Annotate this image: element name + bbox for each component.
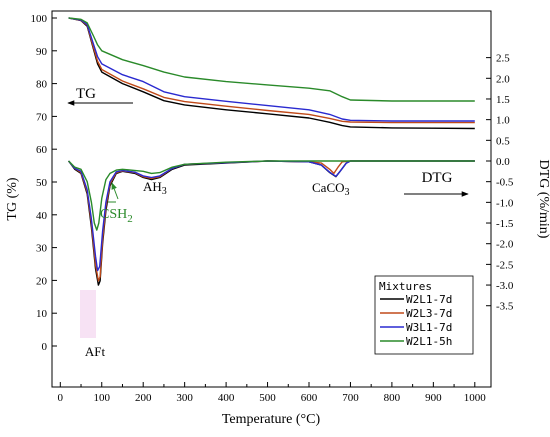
x-tick-label: 800 bbox=[384, 392, 401, 404]
dtg-line-w2l1-5h bbox=[68, 160, 475, 231]
tg-line-w3l1-7d bbox=[68, 17, 475, 122]
legend-label-w2l1-5h: W2L1-5h bbox=[406, 335, 452, 348]
y-left-tick-label: 10 bbox=[36, 308, 48, 320]
y-right-tick-label: -2.5 bbox=[496, 259, 514, 271]
dtg-line-w3l1-7d bbox=[68, 160, 475, 272]
y-right-tick-label: -2.0 bbox=[496, 239, 514, 251]
y-left-tick-label: 90 bbox=[36, 46, 48, 58]
aft-highlight-band bbox=[80, 290, 96, 338]
caco3-label-text: CaCO3 bbox=[312, 180, 350, 198]
caco3-label-main: CaCO bbox=[312, 180, 345, 195]
legend-label-w3l1-7d: W3L1-7d bbox=[406, 321, 452, 334]
y-right-tick-label: 0.5 bbox=[496, 135, 510, 147]
tg-line-w2l3-7d bbox=[68, 17, 475, 124]
caco3-label-sub: 3 bbox=[345, 187, 350, 198]
csh2-label: CSH2 bbox=[100, 207, 133, 225]
y-left-tick-label: 0 bbox=[42, 341, 48, 353]
y-left-tick-label: 80 bbox=[36, 79, 48, 91]
y-left-tick-label: 40 bbox=[36, 210, 48, 222]
ah3-label-sub: 3 bbox=[162, 186, 167, 197]
y-right-axis-label: DTG (%/min) bbox=[536, 160, 550, 239]
plot-frame bbox=[51, 10, 492, 388]
dtg-annotation: DTG bbox=[422, 170, 453, 186]
x-tick-label: 1000 bbox=[464, 392, 487, 404]
x-tick-label: 300 bbox=[176, 392, 193, 404]
x-tick-label: 200 bbox=[135, 392, 152, 404]
tg-annotation: TG bbox=[76, 86, 96, 102]
x-tick-label: 0 bbox=[58, 392, 64, 404]
y-left-axis-label: TG (%) bbox=[5, 177, 20, 220]
ticks-layer: 0 100 200 300 400 500 600 700 800 900 1000 0 10 20 30 4… bbox=[31, 13, 514, 404]
y-left-tick-label: 30 bbox=[36, 243, 48, 255]
y-right-tick-label: -1.5 bbox=[496, 218, 514, 230]
dtg-line-w2l3-7d bbox=[68, 160, 475, 282]
y-left-tick-label: 20 bbox=[36, 275, 48, 287]
tg-line-w2l1-7d bbox=[68, 17, 475, 130]
y-left-tick-label: 70 bbox=[36, 111, 48, 123]
legend-title: Mixtures bbox=[379, 280, 432, 293]
csh2-label-main: CSH bbox=[100, 207, 127, 222]
x-tick-label: 700 bbox=[342, 392, 359, 404]
legend-label-w2l3-7d: W2L3-7d bbox=[406, 307, 452, 320]
csh2-label-sub: 2 bbox=[127, 213, 133, 225]
x-tick-label: 400 bbox=[218, 392, 235, 404]
y-right-tick-label: 1.5 bbox=[496, 94, 510, 106]
y-right-tick-label: -0.5 bbox=[496, 177, 514, 189]
y-right-tick-label: 0.0 bbox=[496, 156, 510, 168]
x-tick-label: 100 bbox=[94, 392, 111, 404]
y-right-tick-label: -1.0 bbox=[496, 197, 514, 209]
legend-box bbox=[374, 275, 474, 355]
aft-label: AFt bbox=[85, 344, 106, 359]
x-tick-label: 500 bbox=[259, 392, 276, 404]
y-right-tick-label: -3.5 bbox=[496, 301, 514, 313]
legend-label-w2l1-7d: W2L1-7d bbox=[406, 293, 452, 306]
y-left-tick-label: 50 bbox=[36, 177, 48, 189]
y-right-tick-label: -3.0 bbox=[496, 280, 514, 292]
y-left-tick-label: 100 bbox=[31, 13, 48, 25]
x-axis-label: Temperature (°C) bbox=[222, 412, 321, 427]
x-tick-label: 900 bbox=[425, 392, 442, 404]
x-tick-label: 600 bbox=[301, 392, 318, 404]
ah3-label: AH3 bbox=[143, 179, 167, 197]
y-left-tick-label: 60 bbox=[36, 144, 48, 156]
ah3-label-main: AH bbox=[143, 179, 162, 194]
series-layer bbox=[68, 17, 475, 286]
csh2-arrow-icon bbox=[111, 182, 119, 200]
y-right-tick-label: 1.0 bbox=[496, 115, 510, 127]
y-right-tick-label: 2.0 bbox=[496, 73, 510, 85]
y-right-tick-label: 2.5 bbox=[496, 53, 510, 65]
tg-line-w2l1-5h bbox=[68, 17, 475, 102]
